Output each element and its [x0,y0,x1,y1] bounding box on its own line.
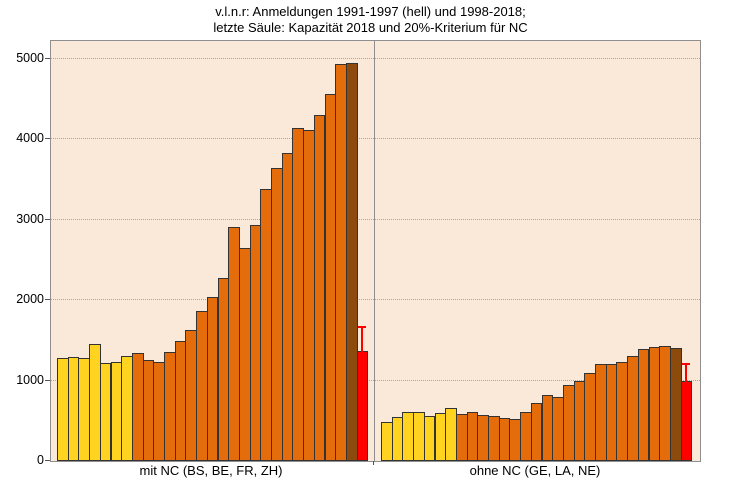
y-tick-mark [45,379,50,381]
y-tick-label: 5000 [16,50,44,65]
gridline-4000 [51,138,700,140]
y-tick-mark [45,57,50,59]
bar-kapazitaet [680,381,693,461]
kriterium-error-bar [685,363,688,384]
y-tick-label: 4000 [16,131,44,146]
x-axis-label-ohne-nc: ohne NC (GE, LA, NE) [469,463,601,478]
y-tick-label: 1000 [16,372,44,387]
gridline-2000 [51,299,700,301]
y-tick-label: 2000 [16,292,44,307]
gridline-1000 [51,379,700,381]
chart-title-line1: v.l.n.r: Anmeldungen 1991-1997 (hell) un… [215,4,526,19]
y-tick-mark [45,299,50,301]
plot-area [50,40,701,462]
y-tick-mark [45,218,50,220]
kriterium-error-bar [361,326,364,353]
gridline-5000 [51,57,700,59]
x-tick-mark [373,461,374,465]
bar-2018 [345,62,358,461]
y-tick-label: 0 [37,453,44,467]
kriterium-error-cap [682,362,691,365]
x-axis-label-mit-nc: mit NC (BS, BE, FR, ZH) [139,463,283,478]
y-tick-label: 3000 [16,211,44,226]
y-tick-mark [45,138,50,140]
kriterium-error-cap [358,325,367,328]
gridline-3000 [51,218,700,220]
y-tick-mark [45,460,50,461]
bar-kapazitaet [356,350,369,461]
chart-title-line2: letzte Säule: Kapazität 2018 und 20%-Kri… [213,20,528,35]
panel-divider [374,41,375,461]
